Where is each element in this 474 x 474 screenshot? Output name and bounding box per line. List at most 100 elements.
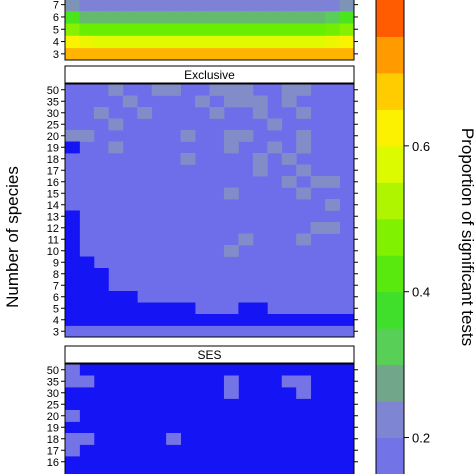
heatmap-cell (108, 10, 124, 24)
heatmap-cell (296, 233, 312, 246)
exclusive-y-tick-label: 16 (47, 177, 59, 189)
heatmap-cell (281, 153, 297, 165)
heatmap-cell (339, 23, 354, 36)
heatmap-cell (180, 314, 196, 326)
exclusive-y-tick-label: 18 (47, 154, 59, 166)
heatmap-cell (252, 0, 268, 12)
heatmap-cell (209, 0, 225, 12)
heatmap-cell (223, 187, 239, 200)
heatmap-cell (195, 314, 210, 326)
heatmap-cell (296, 35, 312, 49)
heatmap-cell (238, 23, 254, 36)
ses-y-tick-label: 35 (47, 376, 59, 388)
heatmap-cell (151, 84, 167, 96)
exclusive-y-tick-label: 7 (53, 280, 59, 292)
heatmap-cell (108, 302, 124, 315)
exclusive-y-tick-label: 35 (47, 96, 59, 108)
top-y-tick-label: 7 (53, 0, 59, 12)
heatmap-cell (310, 10, 326, 24)
heatmap-cell (79, 302, 95, 315)
heatmap-cell (108, 84, 124, 96)
heatmap-cell (122, 314, 138, 326)
heatmap-cell (79, 0, 95, 12)
ses-y-tick-label: 16 (47, 457, 59, 469)
heatmap-cell (238, 84, 254, 96)
heatmap-cell (166, 35, 181, 49)
heatmap-cell (79, 130, 95, 142)
heatmap-cell (310, 222, 326, 234)
heatmap-cell (108, 47, 124, 60)
colorbar-band (376, 401, 404, 439)
heatmap-cell (339, 35, 354, 49)
heatmap-cell (281, 314, 297, 326)
heatmap-cell (151, 314, 167, 326)
heatmap-cell (325, 35, 340, 49)
exclusive-y-tick-label: 4 (53, 315, 59, 327)
ses-y-tick-label: 18 (47, 434, 59, 446)
heatmap-cell (339, 47, 354, 60)
colorbar-band (376, 145, 404, 183)
ses-y-tick-label: 17 (47, 445, 59, 457)
heatmap-cell (223, 84, 239, 96)
heatmap-cell (223, 47, 239, 60)
ses-y-tick-label: 25 (47, 399, 59, 411)
heatmap-cell (79, 23, 95, 36)
heatmap-cell (223, 23, 239, 36)
colorbar-band (376, 36, 404, 74)
heatmap-cell (296, 141, 312, 154)
heatmap-cell (65, 433, 80, 445)
heatmap-cell (79, 47, 95, 60)
heatmap-cell (209, 47, 225, 60)
colorbar-band (376, 218, 404, 256)
heatmap-cell (325, 10, 340, 24)
heatmap-cell (223, 35, 239, 49)
heatmap-cell (65, 279, 80, 292)
heatmap-cell (93, 302, 109, 315)
heatmap-cell (137, 107, 153, 119)
heatmap-cell (79, 291, 95, 303)
heatmap-cell (339, 10, 354, 24)
colorbar-band (376, 255, 404, 293)
heatmap-cell (93, 35, 109, 49)
heatmap-cell (65, 35, 80, 49)
colorbar: 0.2 0.4 0.6 (375, 0, 430, 474)
heatmap-cell (209, 10, 225, 24)
heatmap-cell (79, 35, 95, 49)
exclusive-y-tick-label: 50 (47, 85, 59, 97)
heatmap-cell (209, 84, 225, 96)
heatmap-cell (93, 279, 109, 292)
heatmap-cell (281, 35, 297, 49)
heatmap-cell (151, 0, 167, 12)
heatmap-cell (108, 118, 124, 131)
colorbar-band (376, 437, 404, 474)
heatmap-cell (238, 130, 254, 142)
heatmap-cell (166, 433, 181, 445)
heatmap-cell (223, 0, 239, 12)
colorbar-band (376, 364, 404, 402)
heatmap-cell (281, 47, 297, 60)
heatmap-cell (238, 95, 254, 108)
heatmap-cell (252, 314, 268, 326)
heatmap-cell (281, 95, 297, 108)
heatmap-cell (238, 302, 254, 315)
exclusive-y-tick-label: 25 (47, 119, 59, 131)
ses-y-tick-label: 20 (47, 411, 59, 423)
colorbar-band (376, 291, 404, 329)
heatmap-cell (122, 95, 138, 108)
heatmap-cell (281, 0, 297, 12)
heatmap-cell (122, 302, 138, 315)
heatmap-cell (65, 314, 80, 326)
heatmap-cell (166, 0, 181, 12)
heatmap-cell (195, 35, 210, 49)
heatmap-cell (310, 314, 326, 326)
exclusive-y-tick-label: 3 (53, 326, 59, 338)
heatmap-cell (93, 268, 109, 280)
heatmap-cell (180, 35, 196, 49)
heatmap-cell (296, 187, 312, 200)
heatmap-cell (65, 410, 80, 422)
heatmap-cell (209, 107, 225, 119)
exclusive-y-tick-label: 5 (53, 303, 59, 315)
exclusive-y-tick-label: 15 (47, 188, 59, 200)
